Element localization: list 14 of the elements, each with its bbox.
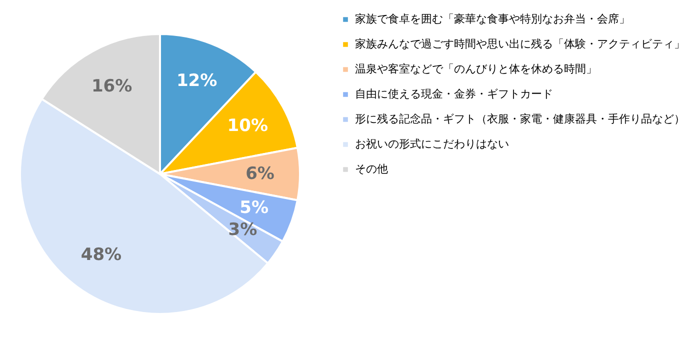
legend-label: その他 bbox=[355, 162, 388, 176]
legend-label: 家族で食卓を囲む「豪華な食事や特別なお弁当・会席」 bbox=[355, 12, 630, 26]
data-label: 16% bbox=[91, 76, 132, 96]
data-label: 12% bbox=[176, 71, 218, 92]
legend-label: 自由に使える現金・金券・ギフトカード bbox=[355, 88, 553, 100]
legend-label: 形に残る記念品・ギフト（衣服・家電・健康器具・手作り品など） bbox=[355, 112, 685, 126]
data-label: 6% bbox=[246, 164, 274, 184]
data-label: 3% bbox=[228, 220, 258, 240]
legend-label: 温泉や客室などで「のんびりと体を休める時間」 bbox=[355, 62, 597, 76]
legend-label: お祝いの形式にこだわりはない bbox=[355, 138, 509, 150]
data-label: 48% bbox=[80, 244, 122, 265]
data-label: 10% bbox=[227, 116, 268, 136]
data-label: 5% bbox=[240, 198, 269, 218]
legend-label: 家族みんなで過ごす時間や思い出に残る「体験・アクティビティ」 bbox=[355, 38, 685, 50]
